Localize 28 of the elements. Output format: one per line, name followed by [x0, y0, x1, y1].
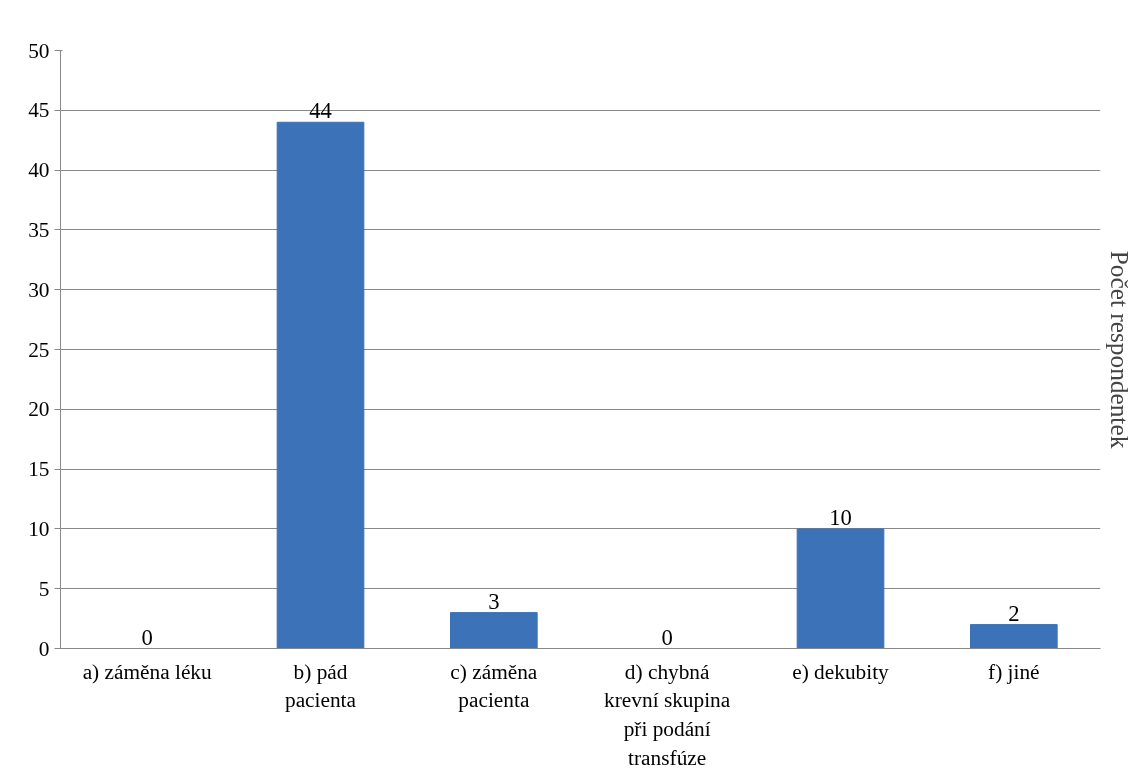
- y-tick-label: 45: [28, 98, 50, 123]
- bar: [970, 624, 1058, 649]
- y-tick-label: 15: [28, 457, 50, 482]
- data-label: 10: [829, 504, 852, 530]
- y-tick-label: 35: [28, 217, 50, 242]
- y-tick-label: 5: [38, 576, 50, 601]
- x-tick-label: a) záměna léku: [82, 659, 213, 684]
- bar: [450, 612, 538, 649]
- data-label: 0: [141, 624, 153, 650]
- y-tick-label: 10: [28, 516, 50, 541]
- data-label: 0: [661, 624, 673, 650]
- data-label: 44: [309, 98, 332, 124]
- data-label: 3: [488, 588, 500, 614]
- x-tick-label: b) pád pacienta: [284, 659, 357, 713]
- bar: [276, 121, 365, 649]
- y-tick-label: 20: [28, 397, 50, 422]
- y-tick-label: 40: [28, 158, 50, 183]
- data-label: 2: [1008, 600, 1020, 626]
- y-tick-label: 50: [28, 38, 50, 63]
- bar: [796, 528, 885, 649]
- y-axis-title: Počet respondentek: [1105, 250, 1134, 449]
- x-tick-label: d) chybná krevní skupina při podání transfúze: [604, 659, 731, 770]
- y-tick-label: 30: [28, 277, 50, 302]
- x-tick-label: c) záměna pacienta: [450, 659, 538, 713]
- x-tick-label: e) dekubity: [792, 659, 890, 684]
- x-tick-label: f) jiné: [988, 659, 1040, 684]
- y-tick-label: 0: [38, 636, 50, 661]
- y-tick-label: 25: [28, 337, 50, 362]
